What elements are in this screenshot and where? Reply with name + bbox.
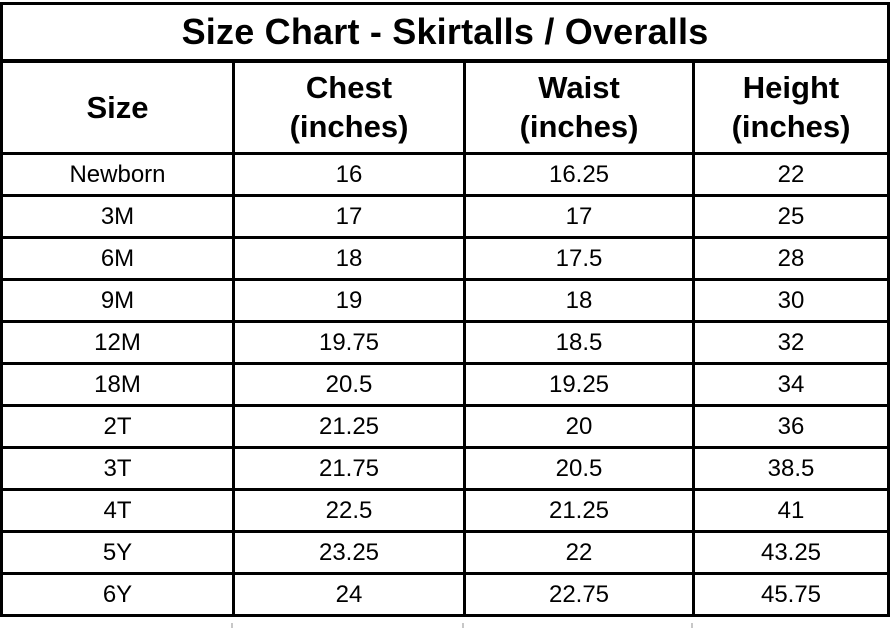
- grid-line-stub: [691, 623, 693, 628]
- chest-cell: 19.75: [232, 320, 466, 365]
- chest-column-label: Chest: [305, 70, 393, 106]
- waist-cell: 20.5: [463, 446, 695, 491]
- table-row: 6M 18 17.5 28: [0, 236, 891, 281]
- waist-cell: 18.5: [463, 320, 695, 365]
- chest-cell: 23.25: [232, 530, 466, 575]
- height-cell: 45.75: [691, 572, 891, 617]
- grid-line-stub: [231, 623, 233, 628]
- table-row: 9M 19 18 30: [0, 278, 891, 323]
- height-cell: 34: [691, 362, 891, 407]
- column-header-chest: Chest (inches): [232, 59, 466, 155]
- table-header-row: Size Chest (inches) Waist (inches) Heigh…: [0, 59, 891, 155]
- waist-cell: 16.25: [463, 152, 695, 197]
- height-cell: 32: [691, 320, 891, 365]
- size-cell: 18M: [0, 362, 235, 407]
- size-cell: Newborn: [0, 152, 235, 197]
- table-row: 3T 21.75 20.5 38.5: [0, 446, 891, 491]
- size-chart-table: Size Chart - Skirtalls / Overalls Size C…: [0, 2, 891, 617]
- chest-cell: 20.5: [232, 362, 466, 407]
- column-header-height: Height (inches): [691, 59, 891, 155]
- table-row: 3M 17 17 25: [0, 194, 891, 239]
- waist-cell: 22.75: [463, 572, 695, 617]
- waist-cell: 22: [463, 530, 695, 575]
- chest-cell: 16: [232, 152, 466, 197]
- height-cell: 41: [691, 488, 891, 533]
- waist-column-unit: (inches): [519, 109, 639, 145]
- chest-cell: 24: [232, 572, 466, 617]
- size-cell: 5Y: [0, 530, 235, 575]
- size-cell: 9M: [0, 278, 235, 323]
- waist-cell: 17: [463, 194, 695, 239]
- height-column-unit: (inches): [731, 109, 851, 145]
- height-column-label: Height: [742, 70, 840, 106]
- table-row: 2T 21.25 20 36: [0, 404, 891, 449]
- size-cell: 12M: [0, 320, 235, 365]
- height-cell: 30: [691, 278, 891, 323]
- table-row: 18M 20.5 19.25 34: [0, 362, 891, 407]
- height-cell: 43.25: [691, 530, 891, 575]
- height-cell: 28: [691, 236, 891, 281]
- chest-cell: 21.25: [232, 404, 466, 449]
- height-cell: 36: [691, 404, 891, 449]
- chest-column-unit: (inches): [289, 109, 409, 145]
- column-header-size: Size: [0, 59, 235, 155]
- size-cell: 2T: [0, 404, 235, 449]
- size-cell: 6Y: [0, 572, 235, 617]
- size-table-body: Newborn 16 16.25 22 3M 17 17 25 6M 18 17…: [0, 152, 891, 617]
- chest-cell: 19: [232, 278, 466, 323]
- size-cell: 3T: [0, 446, 235, 491]
- waist-cell: 18: [463, 278, 695, 323]
- chest-cell: 21.75: [232, 446, 466, 491]
- waist-column-label: Waist: [538, 70, 620, 106]
- table-row: 5Y 23.25 22 43.25: [0, 530, 891, 575]
- title-row: Size Chart - Skirtalls / Overalls: [0, 2, 891, 63]
- waist-cell: 21.25: [463, 488, 695, 533]
- table-row: 12M 19.75 18.5 32: [0, 320, 891, 365]
- table-row: 6Y 24 22.75 45.75: [0, 572, 891, 617]
- height-cell: 38.5: [691, 446, 891, 491]
- table-row: Newborn 16 16.25 22: [0, 152, 891, 197]
- size-cell: 3M: [0, 194, 235, 239]
- height-cell: 22: [691, 152, 891, 197]
- table-row: 4T 22.5 21.25 41: [0, 488, 891, 533]
- waist-cell: 19.25: [463, 362, 695, 407]
- chest-cell: 17: [232, 194, 466, 239]
- height-cell: 25: [691, 194, 891, 239]
- grid-line-stub: [462, 623, 464, 628]
- chest-cell: 22.5: [232, 488, 466, 533]
- size-column-label: Size: [86, 89, 149, 125]
- column-header-waist: Waist (inches): [463, 59, 695, 155]
- size-cell: 6M: [0, 236, 235, 281]
- chest-cell: 18: [232, 236, 466, 281]
- chart-title: Size Chart - Skirtalls / Overalls: [0, 2, 891, 63]
- waist-cell: 17.5: [463, 236, 695, 281]
- size-cell: 4T: [0, 488, 235, 533]
- waist-cell: 20: [463, 404, 695, 449]
